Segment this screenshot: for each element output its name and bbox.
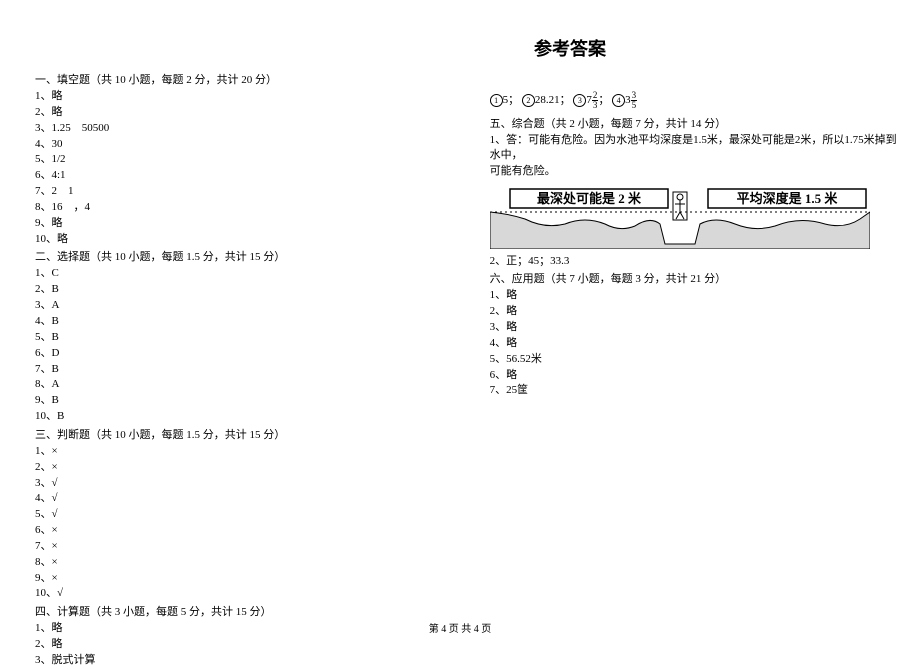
s3-item: 2、×: [35, 460, 470, 475]
s6-item: 3、略: [490, 320, 900, 335]
s1-item: 5、1/2: [35, 152, 470, 167]
s2-item: 4、B: [35, 314, 470, 329]
s2-item: 5、B: [35, 330, 470, 345]
s3-item: 8、×: [35, 555, 470, 570]
circled-num: 3: [573, 94, 586, 107]
s3-item: 3、√: [35, 476, 470, 491]
s5-q1-line2: 可能有危险。: [490, 164, 900, 179]
s2-item: 10、B: [35, 409, 470, 424]
section5-header: 五、综合题（共 2 小题，每题 7 分，共计 14 分）: [490, 115, 900, 131]
s2-item: 1、C: [35, 266, 470, 281]
s2-item: 9、B: [35, 393, 470, 408]
s6-item: 7、25筐: [490, 383, 900, 398]
s6-item: 1、略: [490, 288, 900, 303]
s6-item: 6、略: [490, 368, 900, 383]
s1-item: 6、4:1: [35, 168, 470, 183]
left-column: 一、填空题（共 10 小题，每题 2 分，共计 20 分） 1、略 2、略 3、…: [0, 69, 480, 669]
section2-header: 二、选择题（共 10 小题，每题 1.5 分，共计 15 分）: [35, 248, 470, 264]
s3-item: 4、√: [35, 491, 470, 506]
section6-header: 六、应用题（共 7 小题，每题 3 分，共计 21 分）: [490, 270, 900, 286]
s1-item: 2、略: [35, 105, 470, 120]
svg-text:最深处可能是 2 米: 最深处可能是 2 米: [537, 191, 642, 206]
circled-num: 1: [490, 94, 503, 107]
s1-item: 1、略: [35, 89, 470, 104]
s2-item: 8、A: [35, 377, 470, 392]
circled-num: 4: [612, 94, 625, 107]
fraction-line: 15； 228.21； 3723； 4335: [490, 91, 900, 110]
s2-item: 7、B: [35, 362, 470, 377]
s2-item: 2、B: [35, 282, 470, 297]
s5-q1-line1: 1、答：可能有危险。因为水池平均深度是1.5米，最深处可能是2米，所以1.75米…: [490, 133, 900, 163]
page-footer: 第 4 页 共 4 页: [0, 620, 920, 635]
section3-header: 三、判断题（共 10 小题，每题 1.5 分，共计 15 分）: [35, 426, 470, 442]
post: ；: [598, 94, 609, 106]
s6-item: 4、略: [490, 336, 900, 351]
s3-item: 7、×: [35, 539, 470, 554]
section1-header: 一、填空题（共 10 小题，每题 2 分，共计 20 分）: [35, 71, 470, 87]
s1-item: 4、30: [35, 137, 470, 152]
s1-item: 8、16 ，4: [35, 200, 470, 215]
s3-item: 9、×: [35, 571, 470, 586]
s3-item: 10、√: [35, 586, 470, 601]
pool-diagram: 最深处可能是 2 米 平均深度是 1.5 米: [490, 184, 870, 249]
s1-item: 3、1.25 50500: [35, 121, 470, 136]
circled-num: 2: [522, 94, 535, 107]
fraction: 35: [631, 91, 638, 110]
page-title: 参考答案: [220, 0, 920, 69]
section4-header: 四、计算题（共 3 小题，每题 5 分，共计 15 分）: [35, 603, 470, 619]
s1-item: 7、2 1: [35, 184, 470, 199]
val: 28.21；: [535, 94, 571, 106]
s6-item: 5、56.52米: [490, 352, 900, 367]
s4-item: 3、脱式计算: [35, 653, 470, 668]
s3-item: 6、×: [35, 523, 470, 538]
s6-item: 2、略: [490, 304, 900, 319]
s2-item: 3、A: [35, 298, 470, 313]
content-columns: 一、填空题（共 10 小题，每题 2 分，共计 20 分） 1、略 2、略 3、…: [0, 69, 920, 669]
s3-item: 1、×: [35, 444, 470, 459]
s2-item: 6、D: [35, 346, 470, 361]
s5-q2: 2、正；45；33.3: [490, 254, 900, 269]
svg-text:平均深度是 1.5 米: 平均深度是 1.5 米: [736, 191, 838, 206]
val: 5；: [503, 94, 520, 106]
right-column: 15； 228.21； 3723； 4335 五、综合题（共 2 小题，每题 7…: [480, 69, 920, 669]
s1-item: 10、略: [35, 232, 470, 247]
s3-item: 5、√: [35, 507, 470, 522]
s1-item: 9、略: [35, 216, 470, 231]
